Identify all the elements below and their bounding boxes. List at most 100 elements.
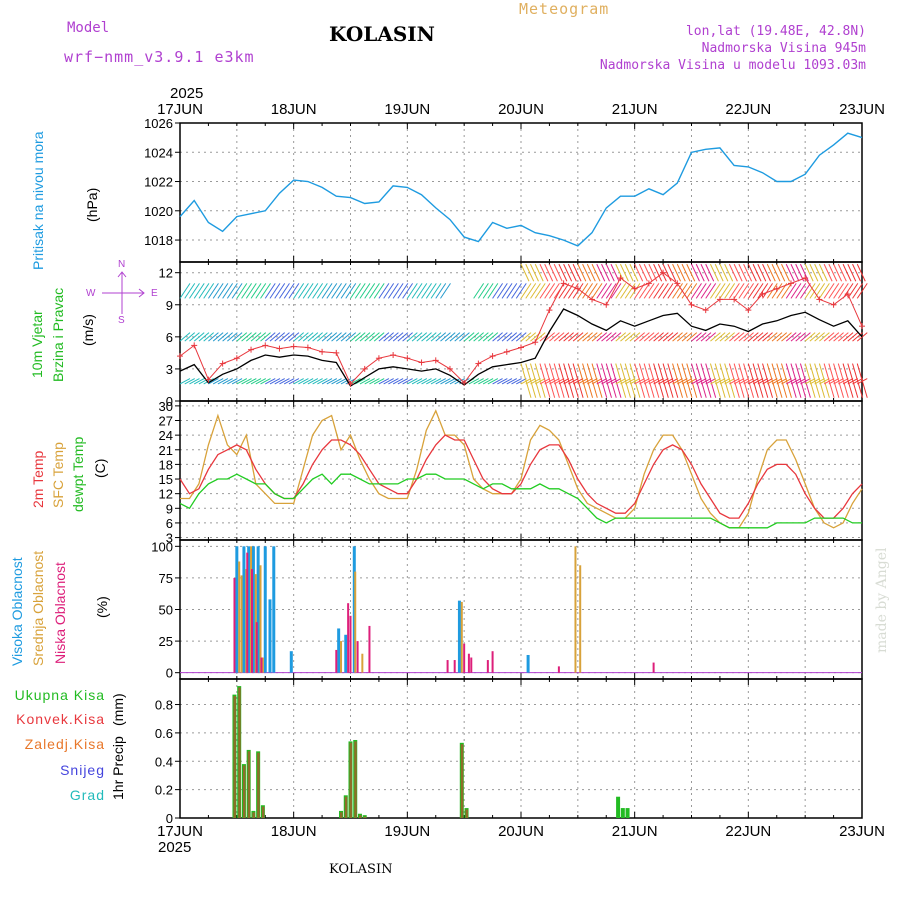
wind-barb	[629, 363, 641, 398]
wind-barb	[818, 363, 830, 398]
wind-barb	[496, 332, 508, 342]
wind-barb	[662, 283, 674, 299]
wind-barb	[241, 378, 252, 385]
wind-barb	[539, 263, 549, 282]
cloud-bar-high	[337, 628, 341, 673]
wind-barb	[373, 283, 385, 299]
wind-barb	[676, 363, 688, 398]
wind-barb	[354, 283, 366, 299]
wind-barb	[837, 263, 847, 282]
wind-barb	[856, 263, 866, 282]
x-axis-bottom: 17JUN 18JUN 19JUN 20JUN 21JUN 22JUN 23JUN	[157, 823, 885, 840]
cloud-bar-mid	[460, 601, 463, 673]
wind-barb	[842, 263, 852, 282]
wind-barb	[766, 263, 776, 282]
wind-barb	[809, 363, 821, 398]
wind-barb	[473, 332, 484, 342]
wind-barb	[695, 263, 705, 282]
y-tick-label: 1020	[144, 204, 173, 219]
wind-barb	[255, 378, 267, 385]
wind-barb	[558, 332, 570, 342]
wind-barb	[212, 332, 224, 342]
wind-barb	[335, 283, 347, 299]
wind-barb	[563, 332, 574, 342]
wind-barb	[425, 332, 437, 342]
wind-barb	[591, 263, 601, 282]
wind-barb	[568, 332, 579, 342]
cloud-bar-high	[268, 599, 272, 673]
cloud-bar-low	[349, 615, 352, 673]
wind-barb	[757, 363, 769, 398]
wind-barb	[601, 332, 612, 342]
wind-barb	[577, 363, 589, 398]
station-title: KOLASIN	[329, 22, 435, 46]
wind-barb	[482, 283, 494, 299]
wind-barb	[619, 363, 631, 398]
wind-barb	[700, 283, 712, 299]
wind-barb	[359, 283, 371, 299]
wind-barb	[364, 283, 376, 299]
wind-barb	[591, 332, 603, 342]
wind-barb	[766, 332, 778, 342]
wind-barb	[601, 263, 610, 282]
wind-barb	[728, 263, 738, 282]
model-elevation: Nadmorska Visina u modelu 1093.03m	[599, 58, 866, 73]
wind-barb	[222, 378, 233, 385]
wind-barb	[478, 378, 489, 385]
wind-barb	[388, 332, 399, 342]
wind-barb	[757, 263, 767, 282]
wind-barb	[326, 283, 338, 299]
compass-n: N	[118, 259, 126, 270]
y-tick-label: 1024	[144, 145, 173, 160]
wind-barb	[444, 378, 456, 385]
wind-barb	[781, 283, 792, 299]
wind-barb	[800, 332, 811, 342]
wind-barb	[852, 363, 864, 398]
legend-snow: Snijeg	[60, 762, 105, 778]
wind-barb	[582, 363, 594, 398]
wind-barb	[369, 332, 380, 342]
wind-barb	[430, 332, 442, 342]
wind-barb	[440, 283, 451, 299]
wind-barb	[762, 363, 774, 398]
wind-barb	[653, 283, 665, 299]
wind-barb	[823, 332, 835, 342]
y-tick-label: 1026	[144, 116, 173, 131]
wind-barb	[577, 263, 587, 282]
wind-barb	[795, 363, 807, 398]
wind-barb	[653, 263, 663, 282]
wind-barb	[814, 332, 825, 342]
wind-barb	[591, 363, 603, 398]
wind-barb	[705, 363, 717, 398]
wind-barb	[288, 332, 300, 342]
wind-barb	[785, 283, 797, 299]
x-label-top: 21JUN	[612, 101, 658, 118]
wind-barb	[662, 363, 674, 398]
wind-barb	[643, 263, 653, 282]
wind-barb	[842, 363, 854, 398]
wind-barb	[269, 378, 281, 385]
wind-barb	[369, 283, 380, 299]
wind-barb	[236, 283, 248, 299]
x-label-bottom: 18JUN	[271, 823, 317, 840]
wind-barb	[610, 332, 622, 342]
wind-barb	[373, 378, 385, 385]
wind-barb	[397, 332, 409, 342]
cloud-bar-low	[467, 653, 470, 673]
wind-barb	[501, 332, 513, 342]
wind-barb	[596, 363, 608, 398]
wind-barb	[615, 283, 627, 299]
cloud-bar-low	[255, 622, 258, 673]
wind-barb	[217, 283, 229, 299]
wind-barb	[586, 332, 598, 342]
wind-barb	[316, 283, 328, 299]
wind-barb	[667, 263, 677, 282]
panel-frame	[179, 678, 863, 819]
wind-barb	[477, 283, 489, 299]
cloud-bar-low	[652, 662, 655, 673]
wind-barb	[383, 378, 394, 385]
wind-barb	[572, 363, 584, 398]
wind-barb	[208, 378, 219, 385]
wind-barb	[591, 283, 603, 299]
wind-barb	[691, 283, 702, 299]
